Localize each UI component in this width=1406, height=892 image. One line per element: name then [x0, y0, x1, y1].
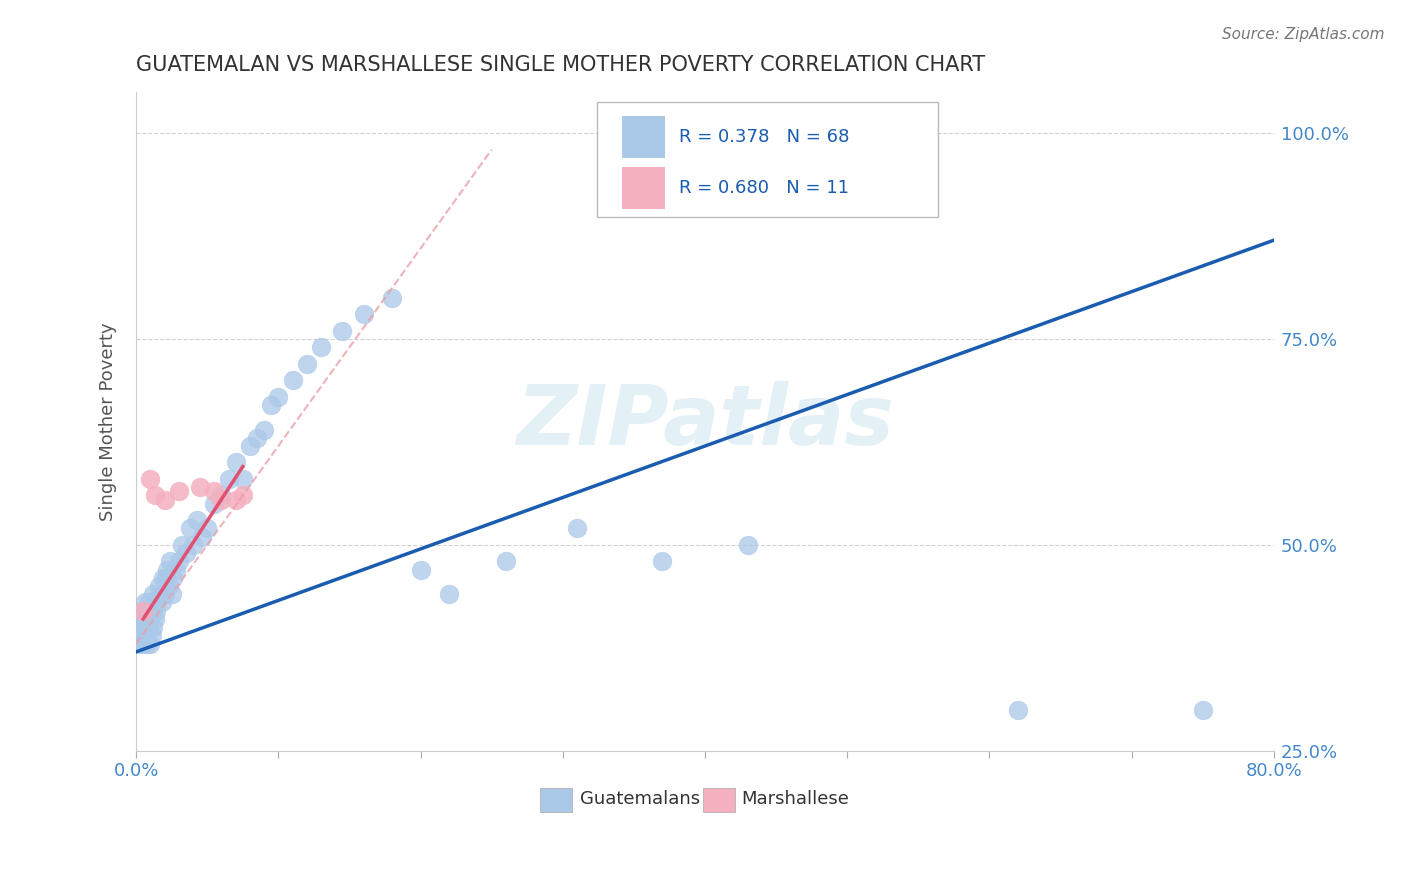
Text: ZIPatlas: ZIPatlas [516, 381, 894, 462]
Point [139, 637, 162, 651]
Point [134, 595, 156, 609]
Point [157, 579, 180, 593]
FancyBboxPatch shape [598, 102, 938, 217]
Point [134, 620, 156, 634]
Text: R = 0.378   N = 68: R = 0.378 N = 68 [679, 128, 849, 146]
Point [239, 439, 262, 453]
Point [260, 398, 283, 412]
Point [131, 628, 153, 642]
Point [181, 538, 204, 552]
Point [409, 562, 432, 576]
Point [174, 546, 197, 560]
Point [225, 492, 247, 507]
Point [188, 480, 211, 494]
Point [167, 554, 190, 568]
Point [190, 530, 212, 544]
Point [309, 340, 332, 354]
Point [141, 628, 163, 642]
Point [132, 612, 155, 626]
Text: Marshallese: Marshallese [741, 790, 849, 808]
Point [152, 571, 174, 585]
Point [150, 595, 173, 609]
Point [148, 579, 170, 593]
Point [149, 587, 172, 601]
Point [225, 455, 247, 469]
Point [170, 538, 193, 552]
Point [565, 521, 588, 535]
Point [353, 307, 375, 321]
Point [267, 390, 290, 404]
Point [139, 612, 162, 626]
Point [139, 472, 162, 486]
Point [136, 612, 159, 626]
Point [381, 291, 404, 305]
Point [143, 612, 166, 626]
Point [136, 637, 159, 651]
Bar [540, 789, 572, 812]
Point [209, 488, 232, 502]
Point [135, 604, 157, 618]
Point [167, 484, 190, 499]
Point [232, 472, 254, 486]
Point [186, 513, 208, 527]
Point [135, 628, 157, 642]
Point [145, 604, 167, 618]
Point [131, 604, 153, 618]
Point [737, 538, 759, 552]
Point [142, 587, 165, 601]
Point [209, 492, 232, 507]
Point [146, 595, 169, 609]
Y-axis label: Single Mother Poverty: Single Mother Poverty [100, 322, 117, 521]
Point [495, 554, 517, 568]
Point [143, 488, 166, 502]
Point [295, 357, 318, 371]
Point [437, 587, 460, 601]
Point [232, 488, 254, 502]
Point [128, 620, 150, 634]
Point [142, 620, 165, 634]
Point [202, 497, 225, 511]
Point [125, 834, 148, 848]
Text: GUATEMALAN VS MARSHALLESE SINGLE MOTHER POVERTY CORRELATION CHART: GUATEMALAN VS MARSHALLESE SINGLE MOTHER … [136, 55, 986, 75]
Text: R = 0.680   N = 11: R = 0.680 N = 11 [679, 179, 849, 197]
Point [1191, 702, 1213, 716]
Point [155, 571, 177, 585]
Text: Source: ZipAtlas.com: Source: ZipAtlas.com [1222, 27, 1385, 42]
Point [156, 562, 179, 576]
Point [143, 595, 166, 609]
Text: Guatemalans: Guatemalans [579, 790, 700, 808]
Bar [703, 789, 734, 812]
Point [165, 562, 187, 576]
Point [195, 521, 218, 535]
Point [246, 431, 269, 445]
Point [153, 492, 176, 507]
Point [129, 637, 152, 651]
Point [281, 373, 304, 387]
Point [202, 484, 225, 499]
Point [1007, 702, 1029, 716]
Point [218, 472, 240, 486]
Point [132, 637, 155, 651]
Point [160, 587, 183, 601]
Point [141, 604, 163, 618]
Point [138, 595, 160, 609]
Point [138, 620, 160, 634]
Point [651, 554, 673, 568]
Point [162, 571, 184, 585]
Point [132, 604, 155, 618]
Bar [621, 116, 665, 159]
Point [330, 324, 353, 338]
Point [153, 587, 176, 601]
Bar [621, 167, 665, 210]
Point [179, 521, 201, 535]
Point [159, 554, 181, 568]
Point [253, 423, 276, 437]
